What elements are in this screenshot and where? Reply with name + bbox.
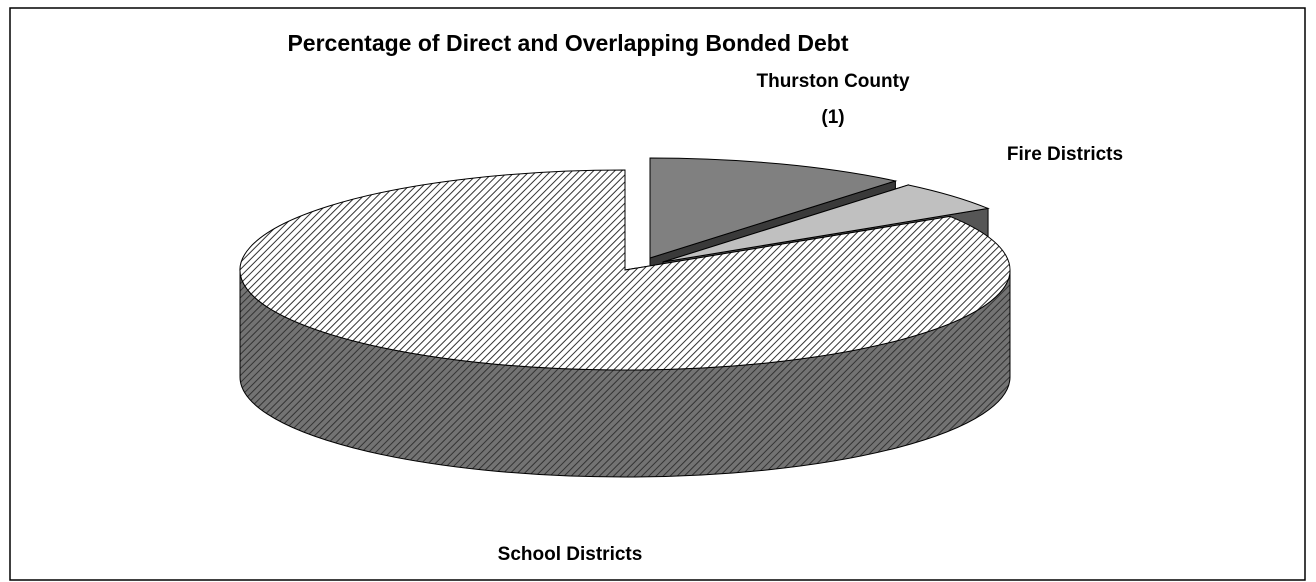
chart-title: Percentage of Direct and Overlapping Bon… xyxy=(287,30,849,56)
slice xyxy=(649,157,898,259)
slice-label: School Districts xyxy=(497,544,643,565)
slice xyxy=(662,184,990,263)
slice xyxy=(239,169,1011,371)
slice-label: Thurston County (1) xyxy=(756,71,910,128)
slice-label: Fire Districts xyxy=(1006,144,1124,165)
